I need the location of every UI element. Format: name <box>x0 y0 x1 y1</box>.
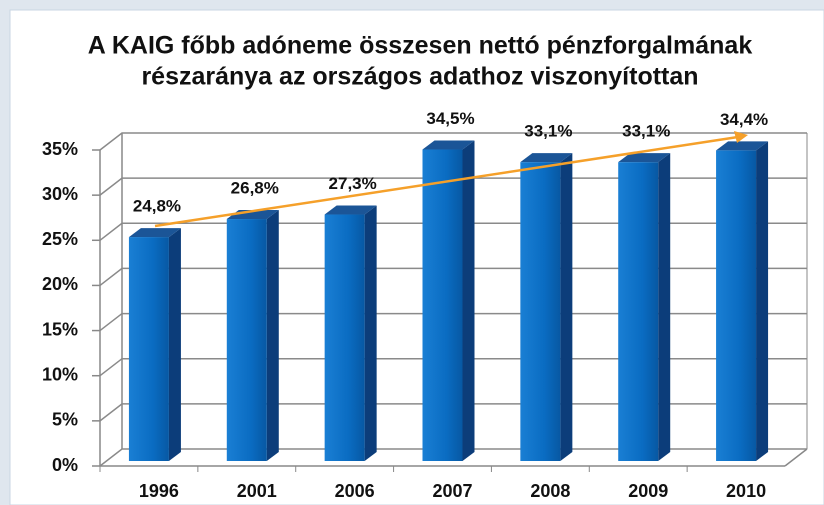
y-tick-label: 30% <box>42 184 78 204</box>
bar-front <box>128 237 169 461</box>
plot: 0% 5% 10% 15% 20% 25% 30% 35% 1996 2001 2006 2007 20… <box>42 109 808 501</box>
grid-line <box>99 448 807 467</box>
data-label: 26,8% <box>231 179 279 198</box>
bar-side <box>658 153 671 461</box>
data-label: 34,5% <box>426 109 474 128</box>
bar <box>128 228 181 461</box>
bar-front <box>618 162 659 461</box>
y-tick-label: 0% <box>52 455 78 475</box>
bar <box>618 153 671 461</box>
y-tick-label: 35% <box>42 139 78 159</box>
trend-arrowhead <box>734 131 748 143</box>
data-label: 33,1% <box>524 122 572 141</box>
bar-front <box>324 214 365 461</box>
bar <box>226 210 279 461</box>
bar-side <box>462 140 475 461</box>
bar-top <box>716 141 769 151</box>
bar <box>324 205 377 461</box>
bar-front <box>716 150 757 461</box>
x-tick-label: 2009 <box>628 481 668 501</box>
x-tick-label: 1996 <box>139 481 179 501</box>
grid-line <box>99 312 807 332</box>
y-tick-label: 20% <box>42 274 78 294</box>
grid-line <box>99 357 807 377</box>
data-label: 34,4% <box>720 110 768 129</box>
grid-line <box>99 403 807 422</box>
grid-line <box>99 177 807 196</box>
bar <box>716 141 769 461</box>
bar-side <box>168 228 181 461</box>
grid-line <box>99 222 807 241</box>
bar-top <box>618 153 671 163</box>
data-label: 24,8% <box>133 197 181 216</box>
bar-front <box>422 149 463 461</box>
y-tick-label: 5% <box>52 410 78 430</box>
bar-side <box>364 205 377 461</box>
data-label: 27,3% <box>329 174 377 193</box>
chart-title: részaránya az országos adathoz viszonyít… <box>141 63 698 91</box>
trend-line <box>154 135 739 228</box>
bar-top <box>422 140 475 150</box>
bar-front <box>520 162 561 461</box>
bar-side <box>756 141 769 461</box>
y-tick-label: 10% <box>42 364 78 384</box>
bar-front <box>226 219 267 461</box>
bar <box>422 140 475 461</box>
y-tick-label: 25% <box>42 229 78 249</box>
chart-title: A KAIG főbb adóneme összesen nettó pénzf… <box>88 32 753 60</box>
grid-line <box>99 132 807 151</box>
grid-line <box>99 267 807 287</box>
x-tick-label: 2001 <box>237 481 277 501</box>
x-tick-label: 2007 <box>432 481 472 501</box>
bar-top <box>520 153 573 163</box>
bar-top <box>324 205 377 215</box>
x-tick-label: 2008 <box>530 481 570 501</box>
bar-top <box>128 228 181 238</box>
x-tick-label: 2010 <box>726 481 766 501</box>
bar-side <box>266 210 279 461</box>
data-label: 33,1% <box>622 122 670 141</box>
y-tick-label: 15% <box>42 319 78 339</box>
bar-side <box>560 153 573 461</box>
x-tick-label: 2006 <box>335 481 375 501</box>
bar <box>520 153 573 461</box>
axis-line <box>784 448 808 467</box>
